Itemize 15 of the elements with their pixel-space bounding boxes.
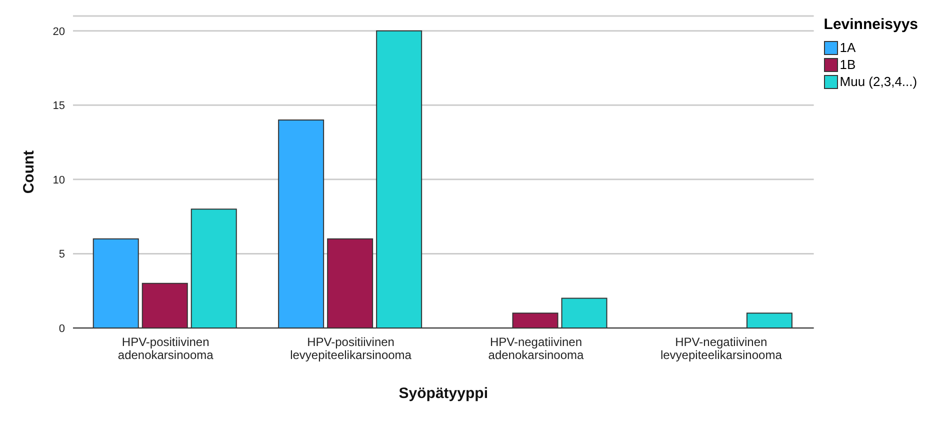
legend-label: 1A bbox=[838, 39, 857, 56]
y-tick-label: 5 bbox=[58, 248, 65, 261]
legend-title: Levinneisyys bbox=[824, 16, 918, 33]
x-axis-title: Syöpätyyppi bbox=[398, 385, 488, 402]
x-tick-label: HPV-positiivinen levyepiteelikarsinooma bbox=[290, 335, 412, 362]
x-tick-label: HPV-positiivinen adenokarsinooma bbox=[118, 335, 214, 362]
legend-label: 1B bbox=[838, 56, 857, 73]
y-tick-label: 0 bbox=[58, 322, 65, 335]
x-tick-label: HPV-negatiivinen adenokarsinooma bbox=[488, 335, 584, 362]
legend-label: Muu (2,3,4...) bbox=[838, 73, 918, 90]
y-tick-label: 20 bbox=[52, 26, 65, 38]
x-tick-label: HPV-negatiivinen levyepiteelikarsinooma bbox=[660, 335, 782, 362]
y-tick-label: 15 bbox=[52, 100, 65, 112]
y-tick-label: 10 bbox=[52, 174, 65, 186]
y-axis-title: Count bbox=[20, 150, 38, 194]
